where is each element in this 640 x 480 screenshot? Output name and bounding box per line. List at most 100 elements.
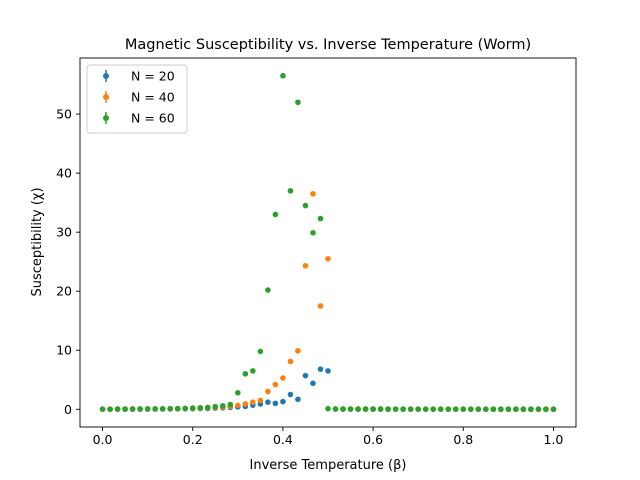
data-point xyxy=(265,287,271,293)
legend-label: N = 20 xyxy=(131,69,175,84)
data-point xyxy=(287,391,294,398)
data-point xyxy=(99,406,106,412)
x-tick-label: 0.6 xyxy=(363,432,383,447)
legend-marker xyxy=(103,73,109,79)
data-point xyxy=(295,99,301,106)
y-tick-label: 50 xyxy=(56,107,72,122)
data-point xyxy=(280,398,286,405)
data-point xyxy=(167,405,173,412)
data-point xyxy=(430,406,437,412)
data-point xyxy=(550,406,557,413)
data-point xyxy=(250,368,256,374)
data-point xyxy=(310,229,316,236)
data-point xyxy=(483,406,489,412)
data-point xyxy=(242,401,249,407)
data-point xyxy=(280,72,286,79)
data-point xyxy=(347,406,354,412)
data-point xyxy=(325,405,331,412)
data-point xyxy=(122,406,128,412)
data-point xyxy=(317,215,324,222)
data-point xyxy=(272,211,279,218)
data-point xyxy=(144,406,151,412)
data-point xyxy=(310,190,316,197)
x-tick-label: 0.8 xyxy=(453,432,473,447)
data-point xyxy=(317,303,324,309)
data-point xyxy=(265,388,271,395)
data-point xyxy=(242,371,249,377)
data-point xyxy=(445,406,452,412)
data-point xyxy=(437,406,444,412)
data-point xyxy=(475,406,482,412)
data-point xyxy=(295,396,301,403)
data-point xyxy=(152,406,158,412)
data-point xyxy=(182,405,188,412)
legend-item: N = 40 xyxy=(103,90,175,105)
legend-label: N = 60 xyxy=(131,111,175,126)
series-3 xyxy=(99,72,557,413)
x-tick-label: 1.0 xyxy=(544,432,564,447)
data-point xyxy=(325,368,331,374)
data-point xyxy=(302,372,309,379)
y-axis: 0 10 20 30 40 50 xyxy=(56,107,80,417)
data-point xyxy=(235,402,241,409)
y-tick-label: 0 xyxy=(64,402,72,417)
data-point xyxy=(265,399,271,406)
data-point xyxy=(204,404,211,411)
data-point xyxy=(460,406,467,412)
data-point xyxy=(302,263,309,269)
data-point xyxy=(287,188,294,194)
data-point xyxy=(407,406,414,412)
legend-marker xyxy=(103,94,109,100)
legend: N = 20 N = 40 N = 60 xyxy=(86,64,188,134)
data-point xyxy=(235,389,241,396)
y-tick-label: 20 xyxy=(56,284,72,299)
data-point xyxy=(392,406,399,412)
y-tick-label: 40 xyxy=(56,166,72,181)
y-axis-label: Susceptibility (χ) xyxy=(30,187,45,296)
data-point xyxy=(257,397,264,404)
data-point xyxy=(422,406,429,412)
data-point xyxy=(505,406,512,413)
data-point xyxy=(490,406,497,413)
data-point xyxy=(107,406,113,412)
plot-area xyxy=(99,72,557,413)
data-point xyxy=(355,406,361,412)
data-point xyxy=(325,255,331,262)
x-axis-label: Inverse Temperature (β) xyxy=(250,458,407,473)
data-point xyxy=(212,403,219,410)
data-point xyxy=(189,405,196,411)
data-point xyxy=(250,399,256,406)
y-tick-label: 10 xyxy=(56,343,72,358)
data-point xyxy=(498,406,504,413)
data-point xyxy=(452,406,459,412)
data-point xyxy=(310,380,316,387)
data-point xyxy=(227,401,234,408)
data-point xyxy=(272,381,279,388)
data-point xyxy=(340,406,346,412)
data-point xyxy=(317,366,324,372)
legend-item: N = 20 xyxy=(103,69,175,84)
data-point xyxy=(197,405,204,411)
data-point xyxy=(159,406,166,412)
legend-label: N = 40 xyxy=(131,90,175,105)
data-point xyxy=(543,406,549,413)
data-point xyxy=(137,406,143,412)
legend-box xyxy=(86,64,188,134)
x-tick-label: 0.0 xyxy=(93,432,113,447)
data-point xyxy=(377,406,384,412)
data-point xyxy=(280,375,286,381)
axes-frame xyxy=(79,57,577,428)
data-point xyxy=(272,400,279,407)
data-point xyxy=(415,406,421,412)
data-point xyxy=(302,202,309,209)
data-point xyxy=(362,406,369,412)
x-axis: 0.0 0.2 0.4 0.6 0.8 1.0 xyxy=(93,427,564,447)
data-point xyxy=(535,406,542,413)
x-tick-label: 0.4 xyxy=(273,432,293,447)
legend-marker xyxy=(103,115,109,121)
x-tick-label: 0.2 xyxy=(183,432,203,447)
data-point xyxy=(385,406,391,412)
legend-item: N = 60 xyxy=(103,111,175,126)
data-point xyxy=(400,406,406,412)
